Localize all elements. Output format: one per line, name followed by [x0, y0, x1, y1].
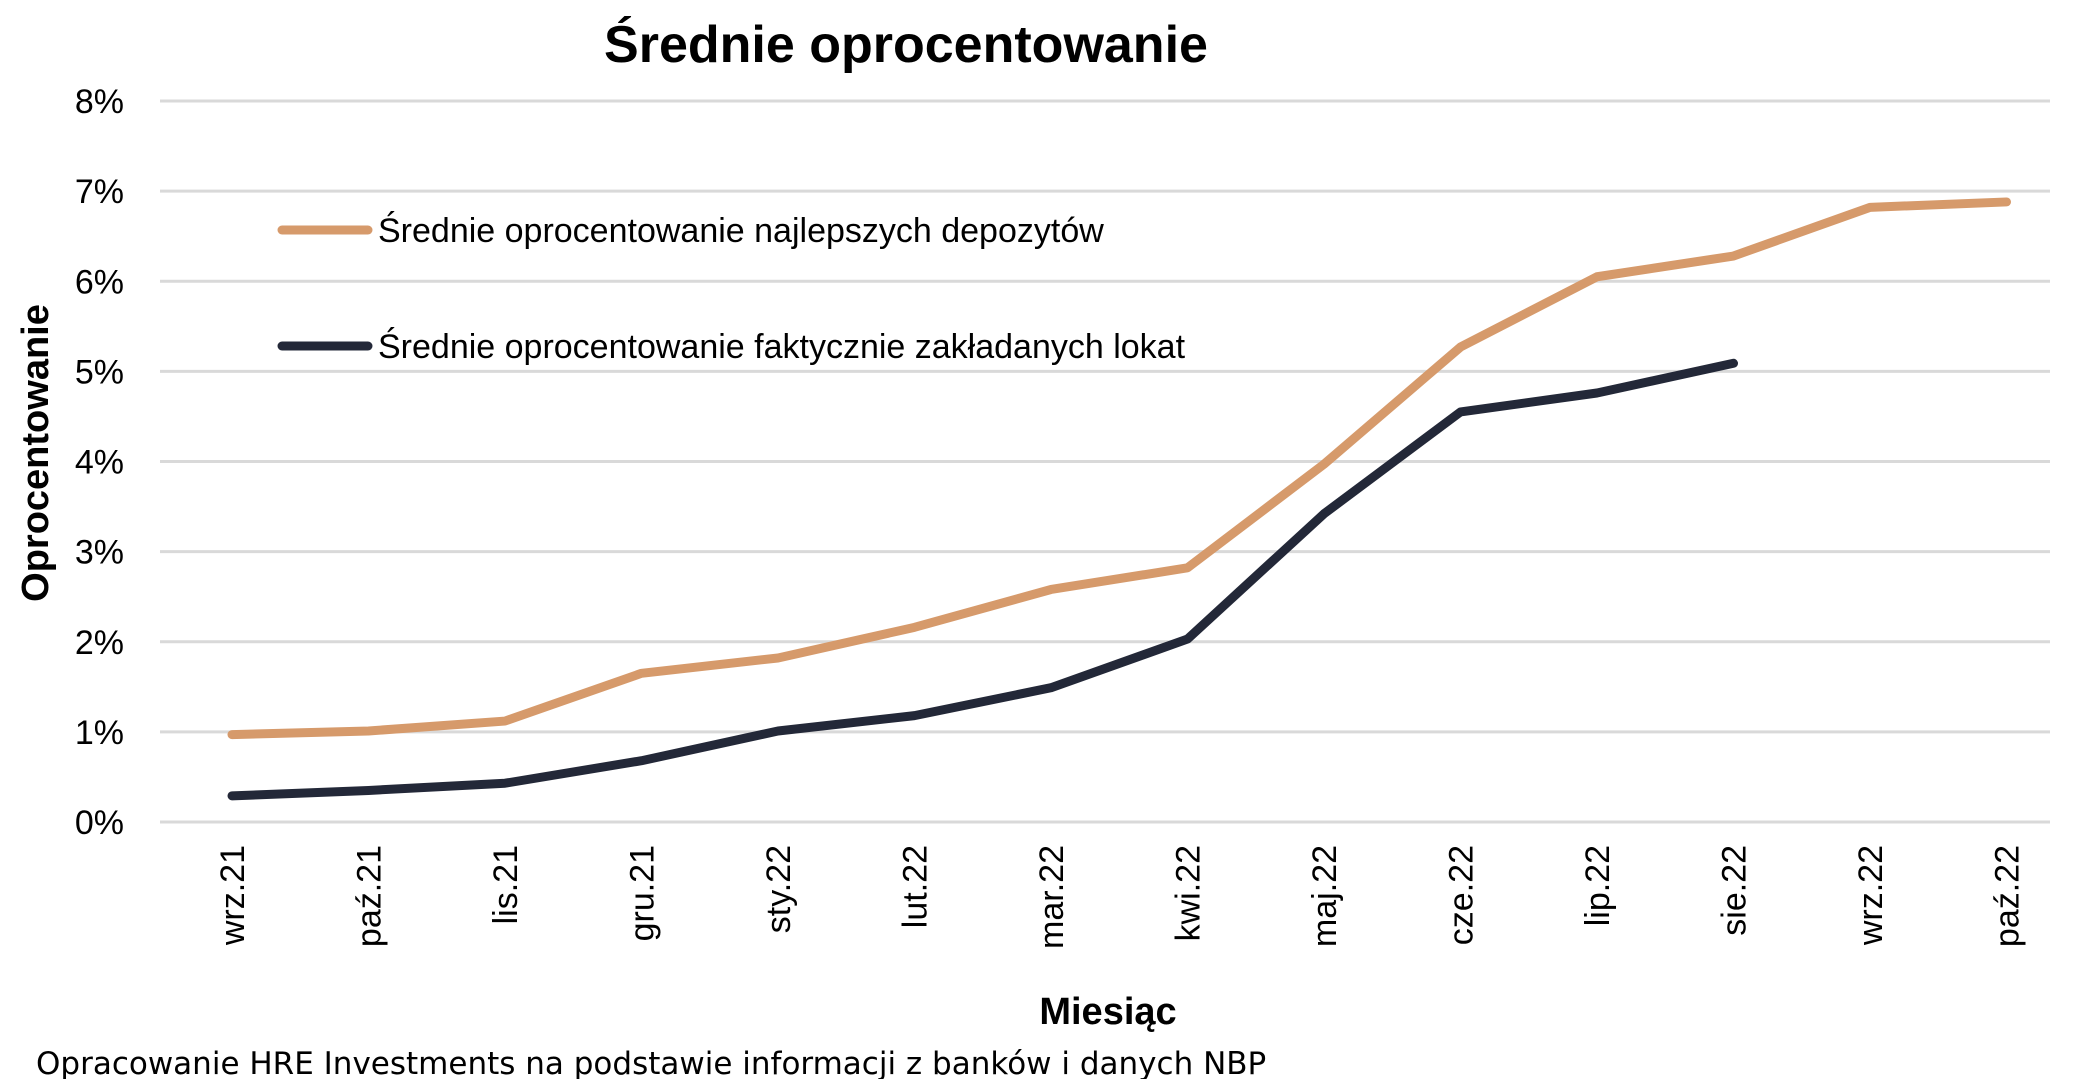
- series-line-1: [227, 197, 2011, 740]
- y-tick-label: 7%: [75, 173, 124, 211]
- x-tick-label: lip.22: [1579, 845, 1617, 926]
- x-tick-label: kwi.22: [1170, 845, 1208, 941]
- y-tick-label: 5%: [75, 353, 124, 391]
- y-tick-label: 8%: [75, 83, 124, 121]
- x-axis-title: Miesiąc: [1039, 991, 1176, 1033]
- legend-label: Średnie oprocentowanie faktycznie zakład…: [378, 327, 1186, 366]
- x-tick-label: gru.21: [624, 845, 662, 941]
- x-tick-label: cze.22: [1443, 845, 1481, 945]
- y-axis-title: Oprocentowanie: [15, 304, 57, 602]
- x-tick-label: lis.21: [487, 845, 525, 924]
- x-tick-label: sty.22: [760, 845, 798, 933]
- y-tick-label: 1%: [75, 714, 124, 752]
- x-tick-label: sie.22: [1716, 845, 1754, 936]
- legend-label: Średnie oprocentowanie najlepszych depoz…: [378, 211, 1104, 250]
- x-tick-label: mar.22: [1033, 845, 1071, 949]
- y-tick-label: 4%: [75, 444, 124, 482]
- x-tick-label: lut.22: [897, 845, 935, 928]
- legend: Średnie oprocentowanie najlepszych depoz…: [277, 211, 1186, 366]
- y-tick-label: 0%: [75, 804, 124, 842]
- chart-title: Średnie oprocentowanie: [604, 16, 1208, 74]
- x-tick-label: paź.21: [351, 845, 389, 947]
- y-tick-label: 6%: [75, 263, 124, 301]
- source-note: Opracowanie HRE Investments na podstawie…: [36, 1046, 1266, 1079]
- x-tick-label: wrz.22: [1852, 845, 1890, 946]
- x-tick-label: wrz.21: [214, 845, 252, 946]
- x-tick-label: maj.22: [1306, 845, 1344, 947]
- series-lines: [227, 197, 2011, 801]
- x-axis-ticks: wrz.21 paź.21 lis.21 gru.21 sty.22 lut.22 mar.…: [214, 845, 2027, 949]
- x-tick-label: paź.22: [1989, 845, 2027, 947]
- y-tick-label: 3%: [75, 534, 124, 572]
- y-axis-ticks: 0% 1% 2% 3% 4% 5% 6% 7% 8%: [75, 83, 124, 842]
- series-line-2: [227, 358, 1738, 801]
- y-tick-label: 2%: [75, 624, 124, 662]
- gridlines: [160, 99, 2050, 824]
